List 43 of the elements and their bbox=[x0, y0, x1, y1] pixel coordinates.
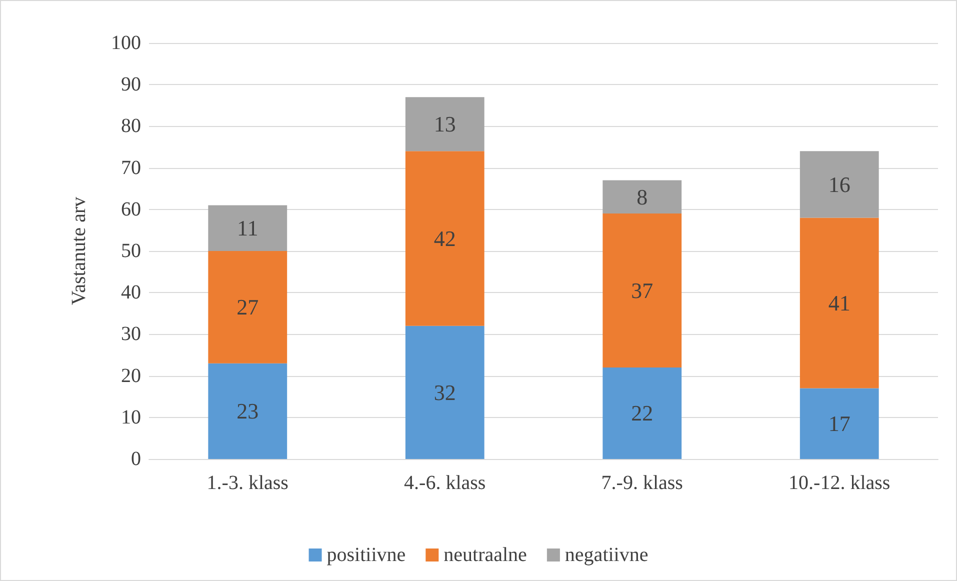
y-axis-title: Vastanute arv bbox=[68, 196, 90, 306]
legend-label: neutraalne bbox=[444, 544, 528, 566]
data-label: 17 bbox=[828, 411, 850, 436]
y-tick-label: 0 bbox=[131, 448, 141, 470]
data-label: 37 bbox=[631, 278, 654, 304]
y-tick-label: 10 bbox=[121, 406, 141, 428]
bar bbox=[208, 205, 288, 251]
y-tick-label: 20 bbox=[121, 364, 141, 387]
data-label: 42 bbox=[434, 226, 456, 252]
bar bbox=[602, 180, 682, 214]
legend-label: positiivne bbox=[326, 544, 406, 566]
data-label: 27 bbox=[236, 294, 259, 320]
data-label: 8 bbox=[636, 184, 648, 210]
bar bbox=[208, 363, 288, 459]
bar bbox=[208, 251, 288, 364]
bar bbox=[800, 388, 879, 459]
data-label: 13 bbox=[434, 112, 456, 137]
y-tick-label: 70 bbox=[121, 156, 141, 179]
y-tick-label: 30 bbox=[121, 323, 141, 346]
data-label: 41 bbox=[828, 290, 850, 316]
y-tick-label: 80 bbox=[121, 115, 141, 138]
y-tick-label: 50 bbox=[121, 240, 141, 262]
y-tick-label: 40 bbox=[121, 282, 141, 304]
x-tick-label: 10.-12. klass bbox=[788, 472, 890, 494]
bar bbox=[602, 214, 682, 368]
bar bbox=[800, 218, 879, 388]
data-label: 32 bbox=[434, 380, 456, 405]
x-tick-label: 4.-6. klass bbox=[404, 472, 486, 494]
x-tick-label: 7.-9. klass bbox=[601, 472, 684, 494]
x-tick-label: 1.-3. klass bbox=[206, 472, 289, 494]
legend-label: negatiivne bbox=[564, 544, 648, 566]
y-tick-label: 100 bbox=[111, 32, 141, 54]
data-label: 16 bbox=[828, 172, 850, 197]
data-label: 22 bbox=[631, 400, 654, 426]
bar bbox=[405, 97, 484, 152]
bar bbox=[405, 151, 484, 326]
y-tick-label: 90 bbox=[121, 74, 141, 96]
data-label: 23 bbox=[236, 398, 259, 424]
y-tick-label: 60 bbox=[121, 198, 141, 220]
data-label: 11 bbox=[237, 216, 258, 241]
bar bbox=[405, 326, 484, 459]
bar bbox=[602, 367, 682, 459]
bar bbox=[800, 151, 879, 218]
